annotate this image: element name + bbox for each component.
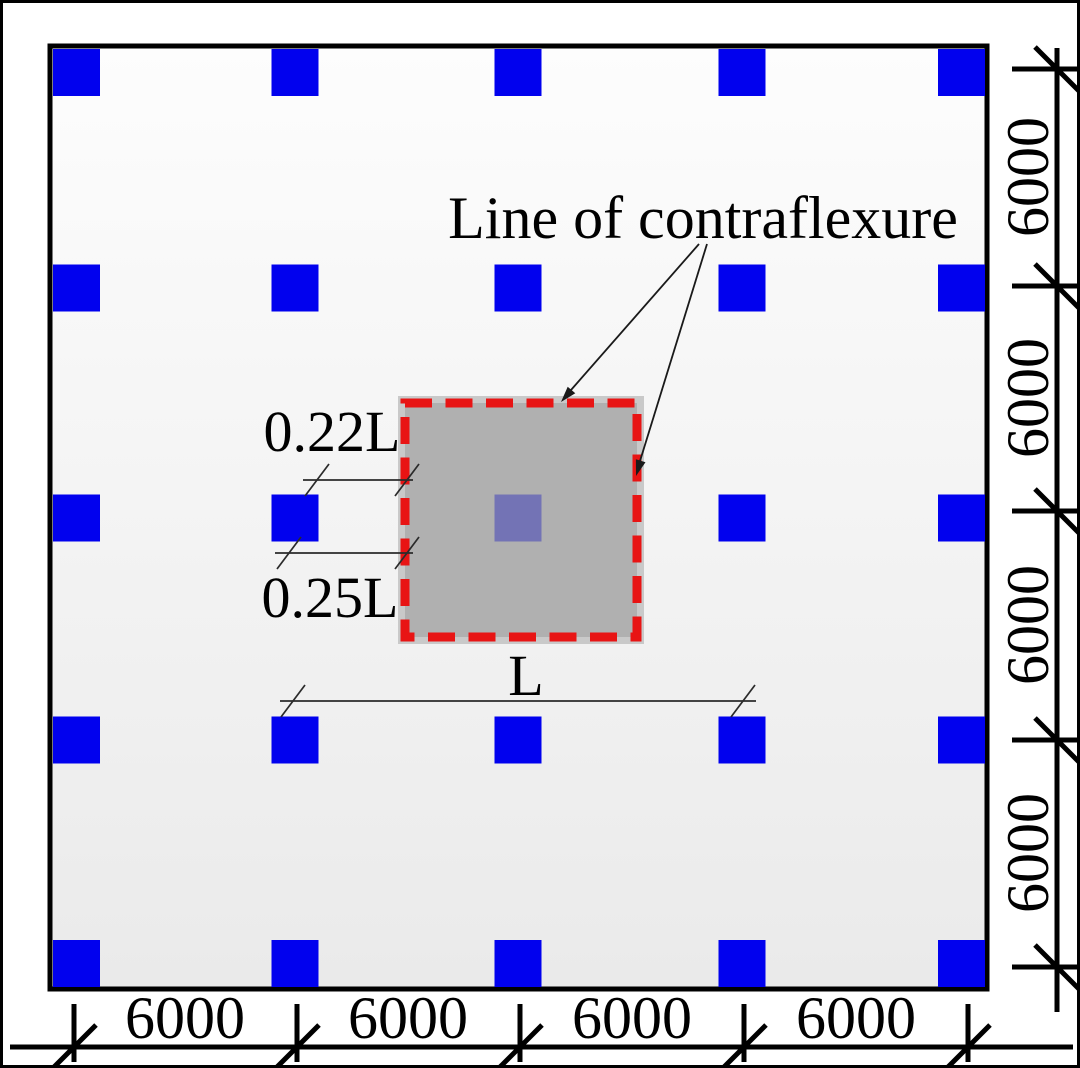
column-square [938, 716, 985, 764]
right-dimension-label: 6000 [995, 117, 1061, 237]
column-square [53, 49, 100, 96]
bottom-dimension-slash [720, 1023, 768, 1068]
column-square [271, 494, 319, 542]
contraflexure-arrow-line-2 [639, 243, 708, 462]
column-square [718, 264, 766, 312]
bottom-dimension-chain: 6000 6000 6000 6000 [10, 985, 1073, 1068]
bottom-dimension-label: 6000 [348, 985, 468, 1051]
dim-022l-tick [394, 463, 420, 497]
column-square [938, 49, 985, 96]
column-square [271, 49, 319, 96]
column-square [494, 49, 542, 96]
bottom-dimension-slash [944, 1023, 992, 1068]
bottom-dimension-slash [496, 1023, 544, 1068]
dim-022l-line [303, 463, 420, 497]
column-square [494, 940, 542, 987]
column-square [938, 264, 985, 312]
dim-022l-tick [304, 463, 330, 497]
bottom-dimension-label: 6000 [572, 985, 692, 1051]
dim-l-tick [730, 684, 756, 718]
column-square [494, 716, 542, 764]
dim-025l-line [275, 536, 420, 570]
contraflexure-label: Line of contraflexure [448, 185, 958, 251]
column-square [53, 264, 100, 312]
bottom-dimension-label: 6000 [125, 985, 245, 1051]
column-square [718, 940, 766, 987]
dim-l-label: L [508, 643, 543, 708]
right-dimension-label: 6000 [995, 793, 1061, 913]
bottom-dimension-slash [273, 1023, 321, 1068]
bottom-dimension-label: 6000 [796, 985, 916, 1051]
dim-025l-label: 0.25L [262, 565, 399, 630]
column-square [494, 264, 542, 312]
right-dimension-slash [1033, 262, 1080, 310]
dim-025l-tick [394, 536, 420, 570]
contraflexure-arrowhead-1 [561, 386, 576, 402]
right-dimension-chain: 6000 6000 6000 6000 [995, 45, 1080, 1012]
dim-022l-label: 0.22L [264, 399, 401, 464]
right-dimension-slash [1033, 487, 1080, 535]
dim-l-line [280, 684, 756, 718]
contraflexure-arrowhead-2 [635, 459, 646, 476]
column-square [53, 494, 100, 542]
contraflexure-dashed-boundary [400, 398, 642, 642]
column-square [718, 716, 766, 764]
right-dimension-label: 6000 [995, 565, 1061, 685]
column-square [53, 940, 100, 987]
column-square [271, 264, 319, 312]
contraflexure-arrow-line-1 [570, 243, 700, 391]
right-dimension-slash [1033, 716, 1080, 764]
right-dimension-slash [1033, 45, 1080, 93]
column-grid [53, 49, 985, 987]
bottom-dimension-slash [50, 1023, 98, 1068]
column-square [938, 940, 985, 987]
center-column-square [494, 494, 542, 542]
right-dimension-label: 6000 [995, 338, 1061, 458]
column-square [938, 494, 985, 542]
dim-025l-tick [276, 536, 302, 570]
dim-l-tick [280, 684, 306, 718]
right-dimension-slash [1033, 943, 1080, 991]
column-square [718, 49, 766, 96]
column-square [53, 716, 100, 764]
column-square [271, 716, 319, 764]
column-square [718, 494, 766, 542]
column-square [271, 940, 319, 987]
